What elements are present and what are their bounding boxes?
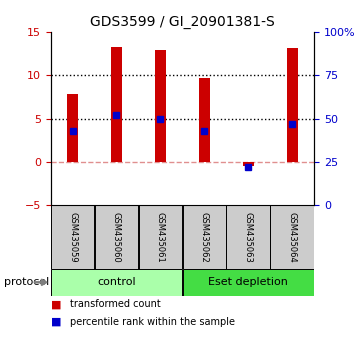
Text: GSM435060: GSM435060 [112,212,121,263]
Bar [270,205,314,269]
Bar [155,50,166,162]
Title: GDS3599 / GI_20901381-S: GDS3599 / GI_20901381-S [90,16,275,29]
Bar [51,205,94,269]
Text: GSM435062: GSM435062 [200,212,209,263]
Bar [226,205,270,269]
Text: percentile rank within the sample: percentile rank within the sample [70,317,235,327]
Bar [51,269,182,296]
Text: transformed count: transformed count [70,299,161,309]
Bar [95,205,138,269]
Text: GSM435059: GSM435059 [68,212,77,263]
Bar [243,162,254,166]
Bar [183,269,314,296]
Bar [111,47,122,162]
Text: control: control [97,277,136,287]
Text: ■: ■ [51,299,61,309]
Text: protocol: protocol [4,277,49,287]
Bar [183,205,226,269]
Bar [67,94,78,162]
Bar [287,48,297,162]
Bar [199,78,210,162]
Bar [139,205,182,269]
Text: ■: ■ [51,317,61,327]
Text: Eset depletion: Eset depletion [208,277,288,287]
Text: GSM435064: GSM435064 [288,212,297,263]
Text: GSM435061: GSM435061 [156,212,165,263]
Text: GSM435063: GSM435063 [244,212,253,263]
